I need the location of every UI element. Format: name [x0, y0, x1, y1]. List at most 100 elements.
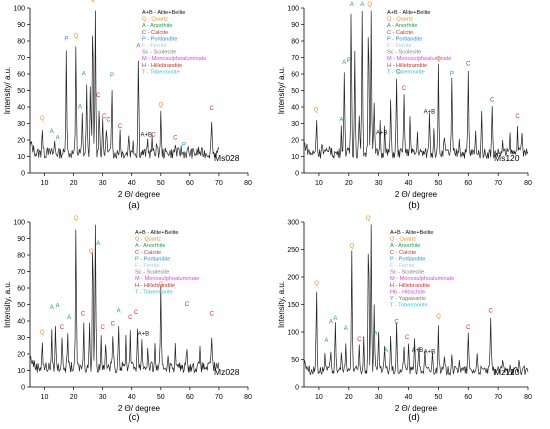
legend-entry: Y - Yagawarite — [390, 296, 426, 302]
peak-label-q: Q — [74, 216, 79, 222]
sample-name: Ms028 — [214, 153, 240, 163]
legend-entry: Sc - Scolecite — [135, 270, 169, 276]
peak-label-aplusb: A+B — [424, 109, 436, 115]
peak-label-a: A — [136, 43, 140, 49]
legend-entry: C - Calcite — [387, 30, 413, 36]
peak-label-q: Q — [314, 108, 319, 114]
peak-label-c: C — [60, 325, 65, 331]
legend-entry: H - Hillebrandite — [142, 63, 182, 69]
x-tick-label: 80 — [524, 394, 532, 401]
y-tick-label: 10 — [291, 154, 299, 161]
peak-label-c: C — [466, 61, 471, 67]
y-tick-label: 200 — [287, 275, 299, 282]
x-tick-label: 40 — [405, 394, 413, 401]
legend-entry: M - Monosulphoaluminate — [390, 276, 454, 282]
peak-label-p: P — [110, 73, 114, 79]
legend-entry: P - Portlandite — [387, 36, 422, 42]
y-tick-label: 50 — [17, 88, 25, 95]
x-tick-label: 70 — [215, 180, 223, 187]
peak-label-q: Q — [436, 56, 441, 62]
x-tick-label: 20 — [70, 394, 78, 401]
diffraction-pattern-line — [303, 224, 529, 376]
x-tick-label: 50 — [435, 394, 443, 401]
panel-caption: (a) — [128, 200, 140, 211]
legend-entry: A+B - Alite+Belite — [142, 10, 186, 16]
peak-label-a: A — [360, 2, 364, 8]
y-tick-label: 50 — [291, 357, 299, 364]
legend-entry: H - Hillebrandite — [387, 63, 427, 69]
peak-label-c: C — [402, 86, 407, 92]
sample-name: Mz120 — [494, 367, 520, 377]
peak-label-a: A — [117, 308, 121, 314]
peak-label-c: C — [100, 325, 105, 331]
peak-label-aplusb: A+B — [138, 332, 150, 338]
y-tick-label: 100 — [287, 6, 299, 13]
legend-entry: Sc - Scolecite — [142, 50, 176, 56]
peak-label-a: A — [67, 315, 71, 321]
peak-label-c: C — [185, 302, 190, 308]
y-tick-label: 80 — [17, 39, 25, 46]
legend-entry: A - Anorthite — [135, 243, 165, 249]
peak-label-a: A — [56, 136, 60, 142]
y-tick-label: 30 — [291, 121, 299, 128]
y-tick-label: 300 — [287, 220, 299, 227]
legend-entry: A - Anorthite — [387, 23, 417, 29]
legend-entry: P - Portlandite — [390, 256, 425, 262]
y-tick-label: 250 — [287, 247, 299, 254]
peak-label-q: Q — [436, 314, 441, 320]
x-tick-label: 20 — [70, 180, 78, 187]
legend-entry: A+B - Alite+Belite — [390, 230, 434, 236]
peak-label-c: C — [106, 118, 111, 124]
y-tick-label: 80 — [291, 39, 299, 46]
x-tick-label: 80 — [524, 180, 532, 187]
peak-label-q: Q — [40, 116, 45, 122]
legend-entry: Sc - Scolecite — [387, 50, 421, 56]
x-tick-label: 60 — [186, 180, 194, 187]
x-axis-title: 2 Θ/ degree — [395, 190, 438, 199]
x-axis-title: 2 Θ/ degree — [118, 404, 161, 413]
xrd-panel-3: 10 20 30 40 50 60 70 80 0 10 20 30 40 50 60 70 80 90 100 2 … — [3, 216, 252, 423]
xrd-panel-2: 10 20 30 40 50 60 70 80 0 10 20 30 40 50 60 70 80 90 100 2 … — [277, 2, 532, 211]
peak-label-c: C — [394, 319, 399, 325]
y-tick-label: 60 — [17, 286, 25, 293]
x-tick-label: 80 — [244, 180, 252, 187]
legend-entry: Q - Quartz — [390, 237, 416, 243]
legend-entry: M - Monosulphoaluminate — [142, 56, 206, 62]
y-axis-title: Intensity/ a.u. — [3, 67, 12, 115]
x-tick-label: 60 — [464, 394, 472, 401]
peak-label-a: A — [82, 71, 86, 77]
x-tick-label: 50 — [157, 180, 165, 187]
peak-label-c: C — [357, 337, 362, 343]
peak-label-q: Q — [366, 216, 371, 222]
diffraction-pattern-line — [303, 10, 529, 160]
x-tick-label: 40 — [405, 180, 413, 187]
legend-entry: P - Portlandite — [142, 36, 177, 42]
legend-entry: C - Calcite — [142, 30, 168, 36]
x-tick-label: 60 — [186, 394, 194, 401]
peak-label-c: C — [118, 124, 123, 130]
peak-label-a: A — [56, 303, 60, 309]
peak-label-c: C — [405, 335, 410, 341]
peak-label-q: Q — [158, 103, 163, 109]
peak-label-c: C — [134, 310, 139, 316]
y-tick-label: 0 — [21, 171, 25, 178]
x-axis-title: 2 Θ/ degree — [395, 404, 438, 413]
panel-caption: (d) — [408, 412, 420, 423]
peak-label-q: Q — [40, 330, 45, 336]
diffraction-pattern-line — [29, 10, 220, 160]
y-tick-label: 40 — [291, 105, 299, 112]
legend-entry: F - Ferrite — [135, 263, 160, 269]
peak-label-a: A — [50, 129, 54, 135]
y-tick-label: 150 — [287, 302, 299, 309]
peak-label-c: C — [488, 308, 493, 314]
peak-label-q: Q — [349, 244, 354, 250]
x-tick-label: 70 — [215, 394, 223, 401]
y-tick-label: 90 — [291, 22, 299, 29]
legend-entry: Sc - Scolecite — [390, 270, 424, 276]
legend-entry: H - Hillebrandite — [390, 283, 430, 289]
peak-label-c: C — [81, 312, 86, 318]
peak-label-q: Q — [90, 0, 95, 3]
y-tick-label: 20 — [17, 352, 25, 359]
